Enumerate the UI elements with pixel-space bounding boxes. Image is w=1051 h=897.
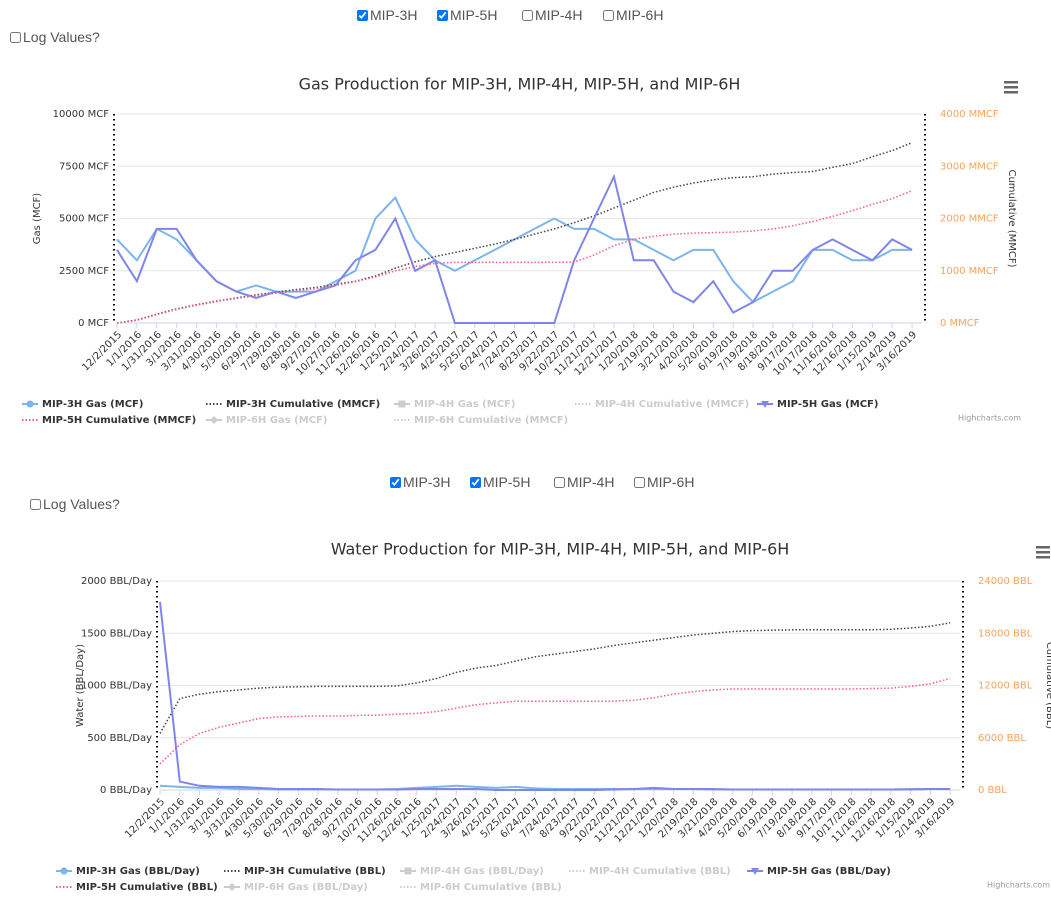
legend-marker <box>26 400 34 408</box>
series-line <box>159 622 951 734</box>
legend-label[interactable]: MIP-3H Cumulative (BBL) <box>244 866 386 877</box>
menu-icon <box>1036 556 1050 559</box>
series-line <box>116 142 913 324</box>
series-toggle[interactable]: MIP-3H <box>390 474 450 490</box>
legend-label[interactable]: MIP-3H Gas (MCF) <box>42 399 143 410</box>
log-toggle[interactable]: Log Values? <box>10 29 100 45</box>
credits: Highcharts.com <box>987 881 1050 890</box>
y-tick-label: 2000 BBL/Day <box>81 576 152 587</box>
checkbox[interactable] <box>30 498 41 510</box>
y2-tick-label: 2000 MMCF <box>940 214 999 225</box>
y2-tick-label: 3000 MMCF <box>940 161 999 172</box>
checkbox-label: MIP-4H <box>535 7 583 23</box>
checkbox-label: MIP-4H <box>567 474 615 490</box>
y-axis-title: Gas (MCF) <box>32 193 43 245</box>
legend-label[interactable]: MIP-5H Gas (BBL/Day) <box>767 866 891 877</box>
checkbox[interactable] <box>470 476 481 488</box>
checkbox[interactable] <box>357 9 368 21</box>
menu-icon <box>1004 91 1018 94</box>
series-toggle[interactable]: MIP-4H <box>522 7 582 23</box>
series-toggle[interactable]: MIP-6H <box>603 7 663 23</box>
series-toggle[interactable]: MIP-5H <box>437 7 497 23</box>
series-line <box>116 195 913 304</box>
legend-label[interactable]: MIP-4H Gas (MCF) <box>414 399 515 410</box>
series-line <box>116 173 913 324</box>
y-tick-label: 0 BBL/Day <box>100 785 152 796</box>
credits: Highcharts.com <box>958 414 1021 423</box>
legend-label[interactable]: MIP-6H Gas (BBL/Day) <box>244 882 368 893</box>
series-toggle[interactable]: MIP-4H <box>554 474 614 490</box>
menu-icon <box>1004 86 1018 89</box>
y2-tick-label: 0 MMCF <box>940 318 980 329</box>
legend-marker <box>751 868 759 875</box>
legend-label[interactable]: MIP-3H Gas (BBL/Day) <box>76 866 200 877</box>
checkbox[interactable] <box>390 476 401 488</box>
legend-label[interactable]: MIP-4H Gas (BBL/Day) <box>420 866 544 877</box>
legend-marker <box>60 867 68 875</box>
legend-label[interactable]: MIP-4H Cumulative (MMCF) <box>595 399 749 410</box>
checkbox-label: MIP-6H <box>647 474 695 490</box>
legend-label[interactable]: MIP-5H Cumulative (MMCF) <box>42 415 196 426</box>
y2-tick-label: 18000 BBL <box>978 628 1033 639</box>
menu-icon <box>1036 546 1050 549</box>
y2-tick-label: 1000 MMCF <box>940 266 999 277</box>
y-tick-label: 500 BBL/Day <box>87 733 152 744</box>
y-tick-label: 2500 MCF <box>59 266 109 277</box>
checkbox[interactable] <box>554 476 565 488</box>
series-line <box>159 677 951 765</box>
y-tick-label: 1000 BBL/Day <box>81 681 152 692</box>
legend-marker <box>210 416 218 424</box>
legend-label[interactable]: MIP-6H Gas (MCF) <box>226 415 327 426</box>
chart-title: Water Production for MIP-3H, MIP-4H, MIP… <box>331 540 790 559</box>
menu-icon <box>1004 81 1018 84</box>
checkbox-label: MIP-5H <box>450 7 498 23</box>
legend-marker <box>228 883 236 891</box>
y-tick-label: 7500 MCF <box>59 161 109 172</box>
checkbox[interactable] <box>522 9 533 21</box>
y-axis-title: Water (BBL/Day) <box>75 644 86 727</box>
series-toggle[interactable]: MIP-6H <box>634 474 694 490</box>
y2-tick-label: 6000 BBL <box>978 733 1026 744</box>
y2-axis-title: Cumulative (MMCF) <box>1006 169 1017 267</box>
series-line <box>116 190 913 324</box>
checkbox-label: Log Values? <box>23 29 100 45</box>
y-tick-label: 1500 BBL/Day <box>81 628 152 639</box>
series-toggle[interactable]: MIP-5H <box>470 474 530 490</box>
checkbox-label: Log Values? <box>43 496 120 512</box>
menu-icon <box>1036 551 1050 554</box>
checkbox[interactable] <box>603 9 614 21</box>
y2-tick-label: 12000 BBL <box>978 681 1033 692</box>
series-toggle[interactable]: MIP-3H <box>357 7 417 23</box>
legend-label[interactable]: MIP-5H Gas (MCF) <box>777 399 878 410</box>
y2-tick-label: 4000 MMCF <box>940 109 999 120</box>
y-tick-label: 0 MCF <box>78 318 109 329</box>
checkbox[interactable] <box>634 476 645 488</box>
y2-axis-title: Cumulative (BBL) <box>1044 642 1051 729</box>
legend-marker <box>404 867 412 875</box>
legend-label[interactable]: MIP-6H Cumulative (MMCF) <box>414 415 568 426</box>
legend-label[interactable]: MIP-4H Cumulative (BBL) <box>589 866 731 877</box>
checkbox[interactable] <box>10 31 21 43</box>
checkbox-label: MIP-5H <box>483 474 531 490</box>
legend-label[interactable]: MIP-6H Cumulative (BBL) <box>420 882 562 893</box>
chart-title: Gas Production for MIP-3H, MIP-4H, MIP-5… <box>299 75 741 94</box>
series-line <box>159 601 951 791</box>
legend-marker <box>761 401 769 408</box>
y2-tick-label: 0 BBL <box>978 785 1007 796</box>
y-tick-label: 5000 MCF <box>59 214 109 225</box>
log-toggle[interactable]: Log Values? <box>30 496 120 512</box>
legend-label[interactable]: MIP-5H Cumulative (BBL) <box>76 882 218 893</box>
checkbox[interactable] <box>437 9 448 21</box>
y2-tick-label: 24000 BBL <box>978 576 1033 587</box>
checkbox-label: MIP-3H <box>370 7 418 23</box>
checkbox-label: MIP-6H <box>616 7 664 23</box>
y-tick-label: 10000 MCF <box>53 109 110 120</box>
legend-label[interactable]: MIP-3H Cumulative (MMCF) <box>226 399 380 410</box>
checkbox-label: MIP-3H <box>403 474 451 490</box>
legend-marker <box>398 400 406 408</box>
